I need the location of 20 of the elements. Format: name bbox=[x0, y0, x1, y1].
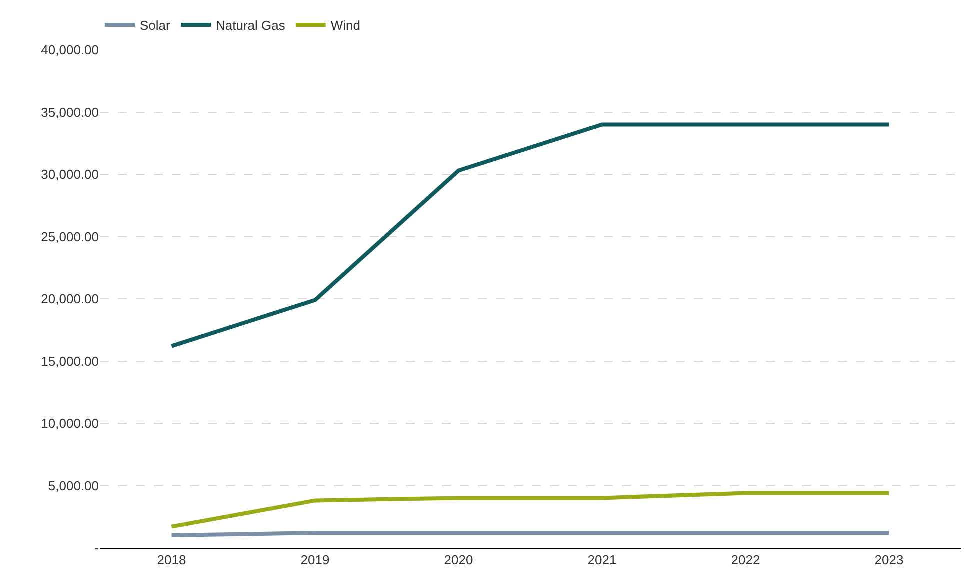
x-tick-label: 2023 bbox=[874, 552, 904, 568]
y-tick-label: 35,000.00 bbox=[41, 104, 99, 120]
y-tick-label: 25,000.00 bbox=[41, 229, 99, 244]
line-series bbox=[170, 122, 892, 348]
x-tick-label: 2020 bbox=[444, 552, 474, 568]
y-tick-label: - bbox=[94, 540, 99, 556]
y-tick-label: 10,000.00 bbox=[41, 416, 99, 432]
line-series bbox=[170, 491, 892, 529]
x-tick-label: 2021 bbox=[588, 552, 617, 568]
y-tick-label: 20,000.00 bbox=[41, 292, 99, 307]
y-tick-label: 30,000.00 bbox=[41, 167, 99, 182]
legend-label: Solar bbox=[140, 18, 172, 34]
legend-label: Natural Gas bbox=[216, 18, 286, 34]
legend-label: Wind bbox=[330, 18, 361, 34]
y-tick-label: 40,000.00 bbox=[41, 42, 99, 58]
y-tick-label: 5,000.00 bbox=[48, 478, 99, 494]
x-tick-label: 2018 bbox=[157, 552, 186, 568]
y-tick-label: 15,000.00 bbox=[41, 354, 99, 369]
x-tick-label: 2019 bbox=[300, 552, 330, 568]
x-tick-label: 2022 bbox=[731, 552, 760, 568]
